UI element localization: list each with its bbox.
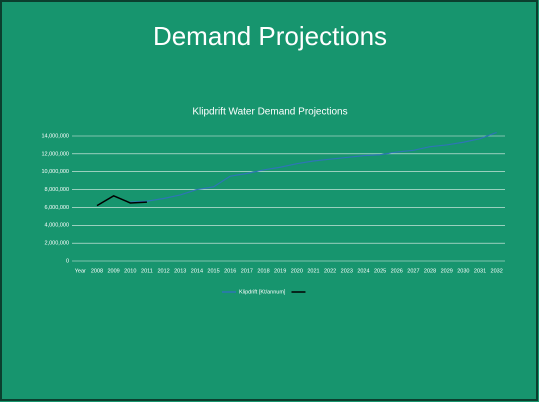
series-line: [130, 131, 497, 203]
y-tick-label: 4,000,000: [45, 223, 69, 229]
x-tick-label: 2016: [224, 268, 236, 274]
series-line: [96, 194, 147, 207]
x-tick-label: 2008: [91, 268, 103, 274]
legend-label: Klipdrift [Kt/annum]: [239, 289, 286, 295]
x-tick-label: 2020: [291, 268, 303, 274]
x-tick-label: Year: [75, 268, 86, 274]
x-tick-label: 2015: [207, 268, 219, 274]
x-tick-label: 2014: [191, 268, 203, 274]
x-tick-label: 2030: [457, 268, 469, 274]
x-tick-label: 2029: [441, 268, 453, 274]
slide-title: Demand Projections: [153, 21, 387, 51]
x-tick-label: 2023: [341, 268, 353, 274]
x-tick-label: 2018: [257, 268, 269, 274]
x-tick-label: 2024: [357, 268, 369, 274]
y-tick-label: 14,000,000: [41, 133, 69, 139]
x-tick-label: 2017: [241, 268, 253, 274]
x-tick-label: 2022: [324, 268, 336, 274]
x-tick-label: 2009: [108, 268, 120, 274]
x-tick-label: 2019: [274, 268, 286, 274]
x-tick-label: 2025: [374, 268, 386, 274]
x-tick-label: 2031: [474, 268, 486, 274]
y-tick-label: 6,000,000: [45, 205, 69, 211]
y-tick-label: 10,000,000: [41, 169, 69, 175]
x-tick-label: 2011: [141, 268, 153, 274]
y-tick-label: 12,000,000: [41, 151, 69, 157]
y-tick-label: 2,000,000: [45, 241, 69, 247]
x-tick-label: 2010: [124, 268, 136, 274]
x-tick-label: 2026: [391, 268, 403, 274]
chart-title: Klipdrift Water Demand Projections: [192, 107, 347, 118]
x-tick-label: 2021: [307, 268, 319, 274]
x-tick-label: 2012: [157, 268, 169, 274]
x-tick-label: 2032: [491, 268, 503, 274]
x-tick-label: 2028: [424, 268, 436, 274]
y-tick-label: 8,000,000: [45, 187, 69, 193]
x-tick-label: 2013: [174, 268, 186, 274]
x-tick-label: 2027: [407, 268, 419, 274]
y-tick-label: 0: [66, 258, 69, 264]
